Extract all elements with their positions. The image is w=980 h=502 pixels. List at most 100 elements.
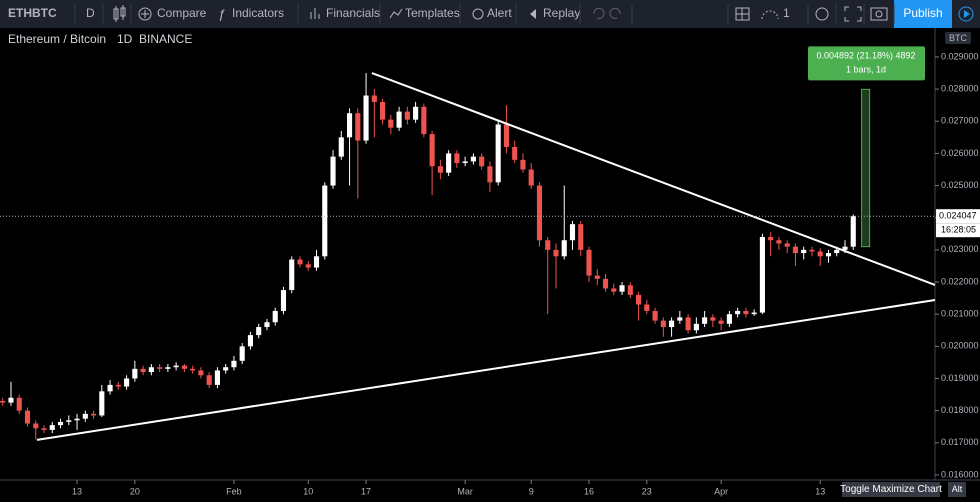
toggle-maximize-label[interactable]: Toggle Maximize Chart [840, 484, 942, 495]
candle-body [214, 370, 220, 385]
candle-body [223, 367, 229, 371]
x-tick-label: 10 [303, 486, 313, 496]
candle-body [190, 368, 196, 371]
y-tick-label: 0.027000 [941, 116, 979, 126]
candle-body [743, 310, 749, 315]
snapshot-icon[interactable] [870, 7, 888, 21]
candle-body [256, 327, 262, 336]
x-tick-label: 9 [529, 486, 534, 496]
candle-body [157, 367, 163, 369]
candle-body [842, 246, 848, 250]
candle-body [231, 360, 237, 368]
publish-label[interactable]: Publish [903, 6, 942, 20]
y-tick-label: 0.028000 [941, 83, 979, 93]
publish-button[interactable] [894, 0, 952, 28]
candle-body [0, 400, 6, 403]
chart-title: Ethereum / Bitcoin [8, 32, 106, 46]
toolbar-item[interactable]: Alert [487, 6, 512, 20]
candle-body [652, 310, 658, 321]
candle-body [173, 365, 179, 368]
candle-body [413, 106, 419, 120]
candle-body [404, 111, 410, 120]
candle-body [710, 317, 716, 321]
x-tick-label: 23 [642, 486, 652, 496]
candle-body [702, 317, 708, 324]
candle-body [479, 156, 485, 167]
currency: BTC [949, 33, 968, 43]
layout-icon[interactable] [735, 7, 750, 21]
y-tick-label: 0.017000 [941, 437, 979, 447]
fullscreen-icon[interactable] [844, 6, 862, 22]
compare-icon[interactable] [138, 7, 152, 21]
candle-body [322, 185, 328, 257]
interval-button[interactable]: D [86, 6, 95, 20]
candle-body [817, 251, 823, 257]
candle-body [446, 153, 452, 173]
settings-icon[interactable] [815, 7, 829, 21]
x-tick-label: Mar [457, 486, 473, 496]
layout-count[interactable]: 1 [783, 6, 790, 20]
toolbar-item[interactable]: Replay [543, 6, 580, 20]
replay-circle-icon[interactable] [958, 6, 974, 22]
plot-area [0, 72, 936, 441]
y-tick-label: 0.021000 [941, 309, 979, 319]
candle-body [66, 420, 72, 422]
candle-body [16, 397, 22, 411]
toolbar-item[interactable]: Indicators [232, 6, 284, 20]
templates-icon[interactable] [389, 8, 403, 19]
price-axis [935, 28, 980, 480]
indicators-icon[interactable]: ƒ [218, 6, 225, 21]
financials-icon[interactable] [310, 8, 320, 19]
y-tick-label: 0.025000 [941, 180, 979, 190]
candle-body [751, 312, 757, 315]
candle-body [148, 367, 154, 373]
candle-body [165, 367, 171, 369]
candle-body [57, 421, 64, 426]
undo-icon[interactable] [593, 7, 605, 19]
candle-body [355, 113, 361, 141]
toolbar [0, 0, 980, 28]
cloud-icon[interactable] [761, 10, 779, 20]
candle-body [487, 166, 493, 183]
measure-bar [861, 88, 871, 248]
x-tick-label: 13 [815, 486, 825, 496]
candle-body [594, 275, 600, 279]
candle-style-icon[interactable] [113, 5, 126, 22]
candle-body [8, 397, 14, 403]
candle-body [239, 346, 245, 361]
candle-body [264, 322, 270, 328]
candle-body [289, 259, 295, 291]
toolbar-item[interactable]: Templates [405, 6, 460, 20]
candle-body [198, 370, 204, 376]
redo-icon[interactable] [609, 7, 621, 19]
alert-icon[interactable] [472, 8, 484, 20]
candle-body [396, 111, 402, 128]
toolbar-item[interactable]: Compare [157, 6, 207, 20]
candle-body [669, 320, 675, 328]
candle-body [545, 240, 551, 250]
chart-legend: Ethereum / Bitcoin 1D BINANCE [8, 32, 192, 46]
candle-body [115, 384, 121, 387]
countdown-label: 16:28:05 [941, 225, 976, 235]
measure-label: 0.004892 (21.18%) 4892 [816, 51, 915, 61]
replay-icon[interactable] [530, 9, 536, 19]
candle-body [124, 378, 130, 387]
candle-body [850, 216, 856, 247]
candle-body [107, 384, 113, 392]
candle-body [578, 224, 584, 250]
candle-body [660, 320, 666, 328]
symbol[interactable]: ETHBTC [8, 6, 57, 20]
candle-body [677, 317, 683, 321]
candle-body [586, 249, 592, 276]
measure-box [808, 46, 925, 81]
candle-body [792, 246, 799, 254]
toolbar-item[interactable]: Financials [326, 6, 380, 20]
candle-body [759, 237, 765, 313]
toggle-maximize-button[interactable] [842, 482, 940, 497]
candle-body [718, 320, 724, 324]
y-tick-label: 0.023000 [941, 244, 979, 254]
candle-body [495, 124, 501, 183]
candle-body [388, 119, 394, 128]
candle-body [33, 423, 39, 429]
